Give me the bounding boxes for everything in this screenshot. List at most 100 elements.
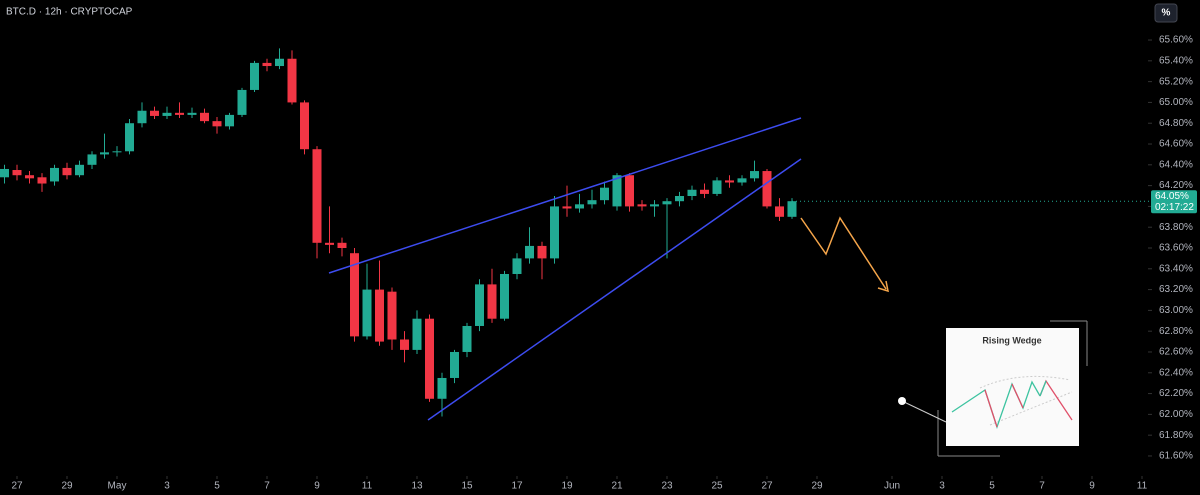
candle-body [112, 151, 122, 153]
candle-body [737, 178, 747, 183]
x-tick-label: 3 [164, 481, 170, 492]
candle-body [637, 204, 647, 207]
candle-body [475, 284, 484, 326]
candle-body [337, 242, 347, 248]
candle-body [25, 175, 34, 179]
candle-body [237, 89, 247, 115]
x-tick-label: 7 [264, 481, 270, 492]
candle-body [575, 204, 584, 209]
candle-body [537, 245, 547, 259]
y-tick-label: 63.20% [1159, 284, 1193, 295]
x-tick-label: 5 [214, 481, 220, 492]
scale-button[interactable] [1154, 3, 1178, 23]
candle-body [550, 206, 559, 259]
candle-body [362, 289, 372, 337]
candle-body [712, 180, 722, 194]
candle-body [100, 152, 109, 155]
candle-body [150, 110, 159, 116]
last-price-label: 64.05% [1155, 191, 1189, 202]
x-tick-label: 9 [1089, 481, 1095, 492]
candle-body [62, 167, 72, 176]
plot: 61.60% 61.80% 62.00% 62.20% 62.40% 62.60% 62.8… [0, 35, 1193, 492]
candle-body [125, 123, 134, 152]
candle-body [200, 112, 209, 122]
y-tick-label: 65.60% [1159, 35, 1193, 46]
candle-body [400, 339, 409, 350]
projection-arrow [800, 216, 887, 290]
y-tick-label: 62.00% [1159, 409, 1193, 420]
candle-body [50, 167, 59, 182]
candle-body [787, 201, 797, 217]
candle-body [137, 110, 147, 124]
candle-body [0, 168, 9, 178]
last-price-box [1151, 190, 1197, 214]
wedge-upper-line [328, 117, 802, 274]
x-tick-label: 23 [661, 481, 673, 492]
candle-body [750, 171, 759, 179]
x-tick-label: 7 [1039, 481, 1045, 492]
candle-body [12, 170, 22, 176]
candle-body [162, 112, 172, 116]
x-tick-label: 3 [939, 481, 945, 492]
x-tick-label: 29 [811, 481, 823, 492]
candle-body [187, 112, 197, 115]
candle-body [725, 180, 734, 183]
candle-body [312, 149, 322, 243]
candle-body [512, 258, 522, 274]
candle-body [562, 206, 572, 209]
candle-body [75, 164, 84, 176]
y-tick-label: 64.40% [1159, 159, 1193, 170]
scale-button-label[interactable]: % [1162, 8, 1171, 19]
candle-body [625, 175, 634, 207]
x-tick-label: 13 [411, 481, 423, 492]
y-tick-label: 64.60% [1159, 139, 1193, 150]
x-tick-label: May [108, 481, 127, 492]
y-tick-label: 63.40% [1159, 263, 1193, 274]
y-tick-label: 61.60% [1159, 451, 1193, 462]
candle-body [425, 318, 434, 399]
pointer-dot [898, 397, 906, 405]
inset-title: Rising Wedge [982, 335, 1041, 345]
inset-line [984, 389, 998, 428]
x-tick-label: 11 [362, 481, 373, 492]
x-tick-label: 9 [314, 481, 320, 492]
y-tick-label: 61.80% [1159, 430, 1193, 441]
y-tick-label: 63.00% [1159, 305, 1193, 316]
candle-body [387, 291, 397, 340]
inset-wedge [989, 391, 1073, 426]
inset-wedge [979, 375, 1071, 389]
candle-body [87, 154, 97, 165]
candle-body [350, 253, 359, 337]
candle-body [325, 242, 334, 245]
candle-body [675, 196, 684, 202]
candle-body [37, 177, 47, 184]
inset-line [1039, 380, 1047, 397]
candle-body [275, 58, 284, 67]
candle-body [462, 325, 472, 352]
x-tick-label: 25 [711, 481, 723, 492]
candle-body [525, 245, 534, 259]
candle-body [375, 289, 384, 342]
candle-body [300, 102, 309, 150]
y-tick-label: 65.00% [1159, 97, 1193, 108]
y-tick-label: 64.20% [1159, 180, 1193, 191]
x-tick-label: 5 [989, 481, 995, 492]
candle-body [250, 62, 259, 90]
x-tick-label: 29 [61, 481, 73, 492]
x-tick-label: 19 [561, 481, 573, 492]
y-tick-label: 64.80% [1159, 118, 1193, 129]
candle-body [650, 204, 659, 207]
candle-body [437, 377, 447, 399]
candle-body [762, 171, 772, 207]
candle-body [412, 318, 422, 350]
y-tick-label: 65.40% [1159, 55, 1193, 66]
y-tick-label: 65.20% [1159, 76, 1193, 87]
x-tick-label: 17 [511, 481, 523, 492]
inset-line [1011, 383, 1024, 409]
y-tick-label: 63.60% [1159, 243, 1193, 254]
countdown: 02:17:22 [1155, 202, 1194, 213]
candle-body [775, 206, 784, 217]
candle-body [262, 62, 272, 67]
x-tick-label: Jun [884, 481, 900, 492]
